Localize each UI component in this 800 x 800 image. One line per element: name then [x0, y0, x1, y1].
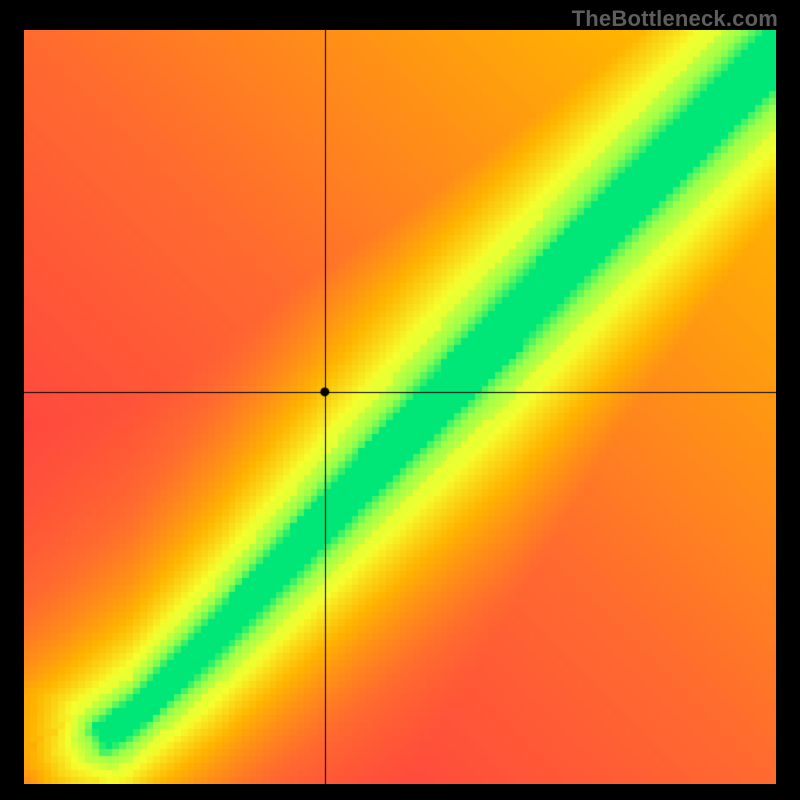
watermark-text: TheBottleneck.com — [572, 6, 778, 32]
bottleneck-heatmap — [24, 30, 776, 784]
